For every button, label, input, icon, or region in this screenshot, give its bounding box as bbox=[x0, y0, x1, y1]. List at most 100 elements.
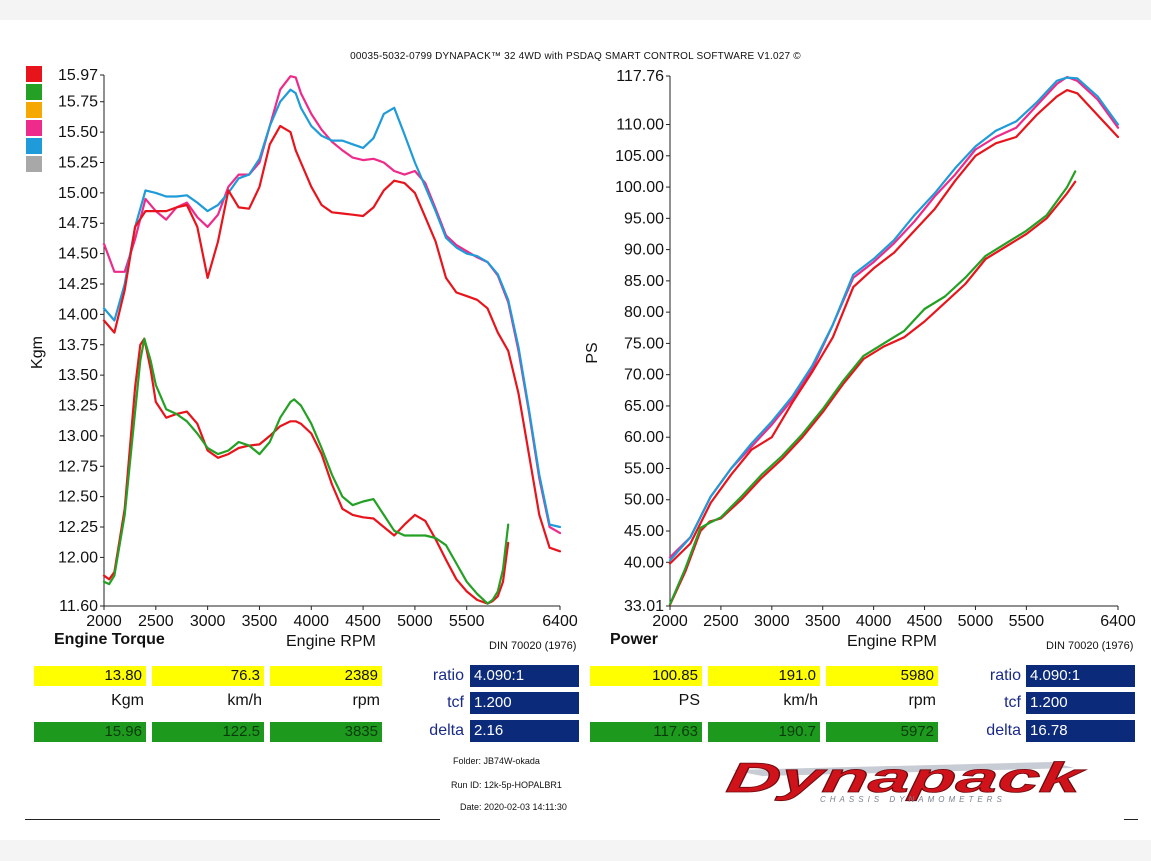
power-ytick-label: 80.00 bbox=[624, 304, 664, 321]
torque-ytick-label: 14.50 bbox=[58, 246, 98, 263]
power-ytick-label: 105.00 bbox=[615, 148, 664, 165]
torque-ytick-label: 14.75 bbox=[58, 215, 98, 232]
power-peak-rpm: 5972 bbox=[826, 722, 938, 742]
torque-tcf-value: 1.200 bbox=[470, 692, 579, 714]
power-ytick-label: 90.00 bbox=[624, 242, 664, 259]
power-unit-rpm: rpm bbox=[908, 692, 936, 709]
torque-ytick-label: 12.50 bbox=[58, 489, 98, 506]
torque-series-line-1 bbox=[102, 88, 562, 529]
power-ps-value: 100.85 bbox=[590, 666, 702, 686]
torque-ytick-label: 15.97 bbox=[58, 67, 98, 84]
power-ytick-label: 85.00 bbox=[624, 273, 664, 290]
torque-ratio-label: ratio bbox=[432, 667, 464, 684]
power-ytick-label: 95.00 bbox=[624, 210, 664, 227]
torque-delta-label: delta bbox=[429, 722, 464, 739]
legend-swatch-green bbox=[26, 84, 42, 100]
torque-unit-kmh: km/h bbox=[227, 692, 262, 709]
torque-ytick-label: 13.00 bbox=[58, 428, 98, 445]
power-peak-kmh: 190.7 bbox=[708, 722, 820, 742]
torque-ytick-label: 15.50 bbox=[58, 124, 98, 141]
power-ytick-label: 33.01 bbox=[624, 598, 664, 615]
torque-ytick-label: 12.75 bbox=[58, 458, 98, 475]
power-xtick-label: 6400 bbox=[1100, 613, 1136, 630]
power-panel-title: Power bbox=[610, 631, 659, 648]
torque-ytick-label: 13.50 bbox=[58, 367, 98, 384]
run-id-info: Run ID: 12k-5p-HOPALBR1 bbox=[451, 780, 562, 790]
torque-std-label: DIN 70020 (1976) bbox=[489, 640, 577, 652]
folder-info: Folder: JB74W-okada bbox=[453, 756, 540, 766]
torque-ytick-label: 14.00 bbox=[58, 306, 98, 323]
torque-ratio-value: 4.090:1 bbox=[470, 665, 579, 687]
power-xtick-label: 5000 bbox=[958, 613, 994, 630]
power-rpm-value: 5980 bbox=[826, 666, 938, 686]
power-ytick-label: 110.00 bbox=[616, 117, 664, 134]
torque-xtick-label: 4500 bbox=[345, 613, 381, 630]
legend-swatch-gray bbox=[26, 156, 42, 172]
power-ytick-label: 55.00 bbox=[624, 460, 664, 477]
torque-kgm-value: 13.80 bbox=[34, 666, 146, 686]
power-unit-kmh: km/h bbox=[783, 692, 818, 709]
dynapack-logo: Dynapack CHASSIS DYNAMOMETERS bbox=[723, 756, 1090, 804]
power-series-line-2 bbox=[668, 89, 1120, 565]
torque-xtick-label: 3500 bbox=[242, 613, 278, 630]
torque-ytick-label: 12.25 bbox=[58, 519, 98, 536]
power-ytick-label: 40.00 bbox=[624, 554, 664, 571]
power-delta-label: delta bbox=[986, 722, 1021, 739]
legend-swatch-orange bbox=[26, 102, 42, 118]
power-xtick-label: 2000 bbox=[652, 613, 688, 630]
torque-unit-kgm: Kgm bbox=[111, 692, 144, 709]
power-xtick-label: 4500 bbox=[907, 613, 943, 630]
bottom-rule-left bbox=[25, 819, 440, 820]
power-ytick-label: 100.00 bbox=[615, 179, 664, 196]
torque-ylabel: Kgm bbox=[29, 336, 46, 369]
torque-ytick-label: 15.25 bbox=[58, 154, 98, 171]
torque-series-line-2 bbox=[102, 124, 562, 553]
power-ratio-value: 4.090:1 bbox=[1026, 665, 1135, 687]
torque-xtick-label: 4000 bbox=[293, 613, 329, 630]
torque-tcf-label: tcf bbox=[447, 694, 464, 711]
torque-panel-title: Engine Torque bbox=[54, 631, 165, 648]
power-ytick-label: 70.00 bbox=[624, 367, 664, 384]
power-ylabel: PS bbox=[584, 342, 601, 363]
date-info: Date: 2020-02-03 14:11:30 bbox=[460, 802, 567, 812]
power-ytick-label: 50.00 bbox=[624, 492, 664, 509]
torque-ytick-label: 11.60 bbox=[59, 598, 98, 615]
logo-tagline-text: CHASSIS DYNAMOMETERS bbox=[820, 795, 1006, 804]
power-peak-ps: 117.63 bbox=[590, 722, 702, 742]
torque-xtick-label: 5000 bbox=[397, 613, 433, 630]
torque-delta-value: 2.16 bbox=[470, 720, 579, 742]
power-delta-value: 16.78 bbox=[1026, 720, 1135, 742]
torque-kmh-value: 76.3 bbox=[152, 666, 264, 686]
torque-xtick-label: 2500 bbox=[138, 613, 174, 630]
torque-xtick-label: 6400 bbox=[542, 613, 578, 630]
torque-ytick-label: 15.75 bbox=[58, 94, 98, 111]
power-unit-ps: PS bbox=[678, 692, 700, 709]
torque-series-line-4 bbox=[102, 337, 510, 605]
torque-rpm-value: 2389 bbox=[270, 666, 382, 686]
torque-unit-rpm: rpm bbox=[352, 692, 380, 709]
power-ytick-label: 65.00 bbox=[624, 398, 664, 415]
torque-series-line-3 bbox=[102, 337, 510, 605]
torque-ytick-label: 14.25 bbox=[58, 276, 98, 293]
torque-xtick-label: 2000 bbox=[86, 613, 122, 630]
power-xtick-label: 3000 bbox=[754, 613, 790, 630]
power-rpm-label: Engine RPM bbox=[847, 633, 937, 650]
power-ytick-label: 75.00 bbox=[624, 335, 664, 352]
power-std-label: DIN 70020 (1976) bbox=[1046, 640, 1134, 652]
torque-xtick-label: 5500 bbox=[449, 613, 485, 630]
power-tcf-value: 1.200 bbox=[1026, 692, 1135, 714]
power-series-line-4 bbox=[668, 170, 1077, 606]
torque-ytick-label: 12.00 bbox=[58, 549, 98, 566]
torque-peak-kgm: 15.96 bbox=[34, 722, 146, 742]
torque-peak-kmh: 122.5 bbox=[152, 722, 264, 742]
legend-swatch-red bbox=[26, 66, 42, 82]
power-ytick-label: 60.00 bbox=[624, 429, 664, 446]
torque-peak-rpm: 3835 bbox=[270, 722, 382, 742]
power-xtick-label: 2500 bbox=[703, 613, 739, 630]
legend-swatch-pink bbox=[26, 120, 42, 136]
power-xtick-label: 3500 bbox=[805, 613, 841, 630]
power-xtick-label: 4000 bbox=[856, 613, 892, 630]
power-ytick-label: 117.76 bbox=[616, 68, 664, 85]
